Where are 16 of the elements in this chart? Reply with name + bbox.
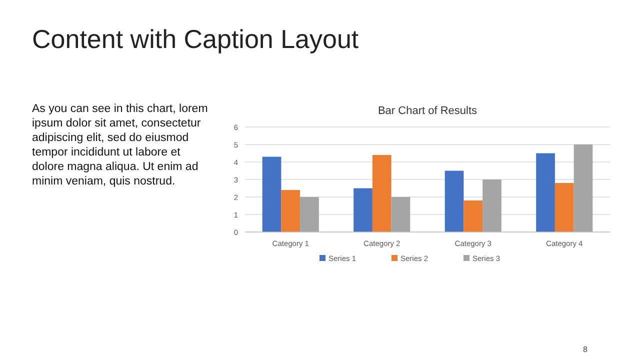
bar [554, 183, 574, 232]
text: Content with Caption Layout [32, 24, 360, 54]
bar [536, 153, 555, 232]
bar [574, 144, 593, 232]
text: 8 [583, 345, 588, 354]
chart-title: Bar Chart of Results [378, 105, 478, 117]
bar [354, 188, 372, 232]
bar [482, 180, 502, 232]
bar [281, 190, 300, 232]
bar [391, 197, 410, 232]
bar [262, 156, 282, 232]
bar [372, 155, 392, 232]
bar [464, 200, 483, 232]
text: As you can see in this chart, lorem ipsum dolor sit amet, consectetur adipiscing elit, sed do eiusmod tempor incididunt ut labore et dolore magna aliqua. Ut enim ad minim veniam, quis nostrud. [32, 103, 208, 188]
bar [300, 197, 319, 232]
bar [444, 170, 464, 232]
